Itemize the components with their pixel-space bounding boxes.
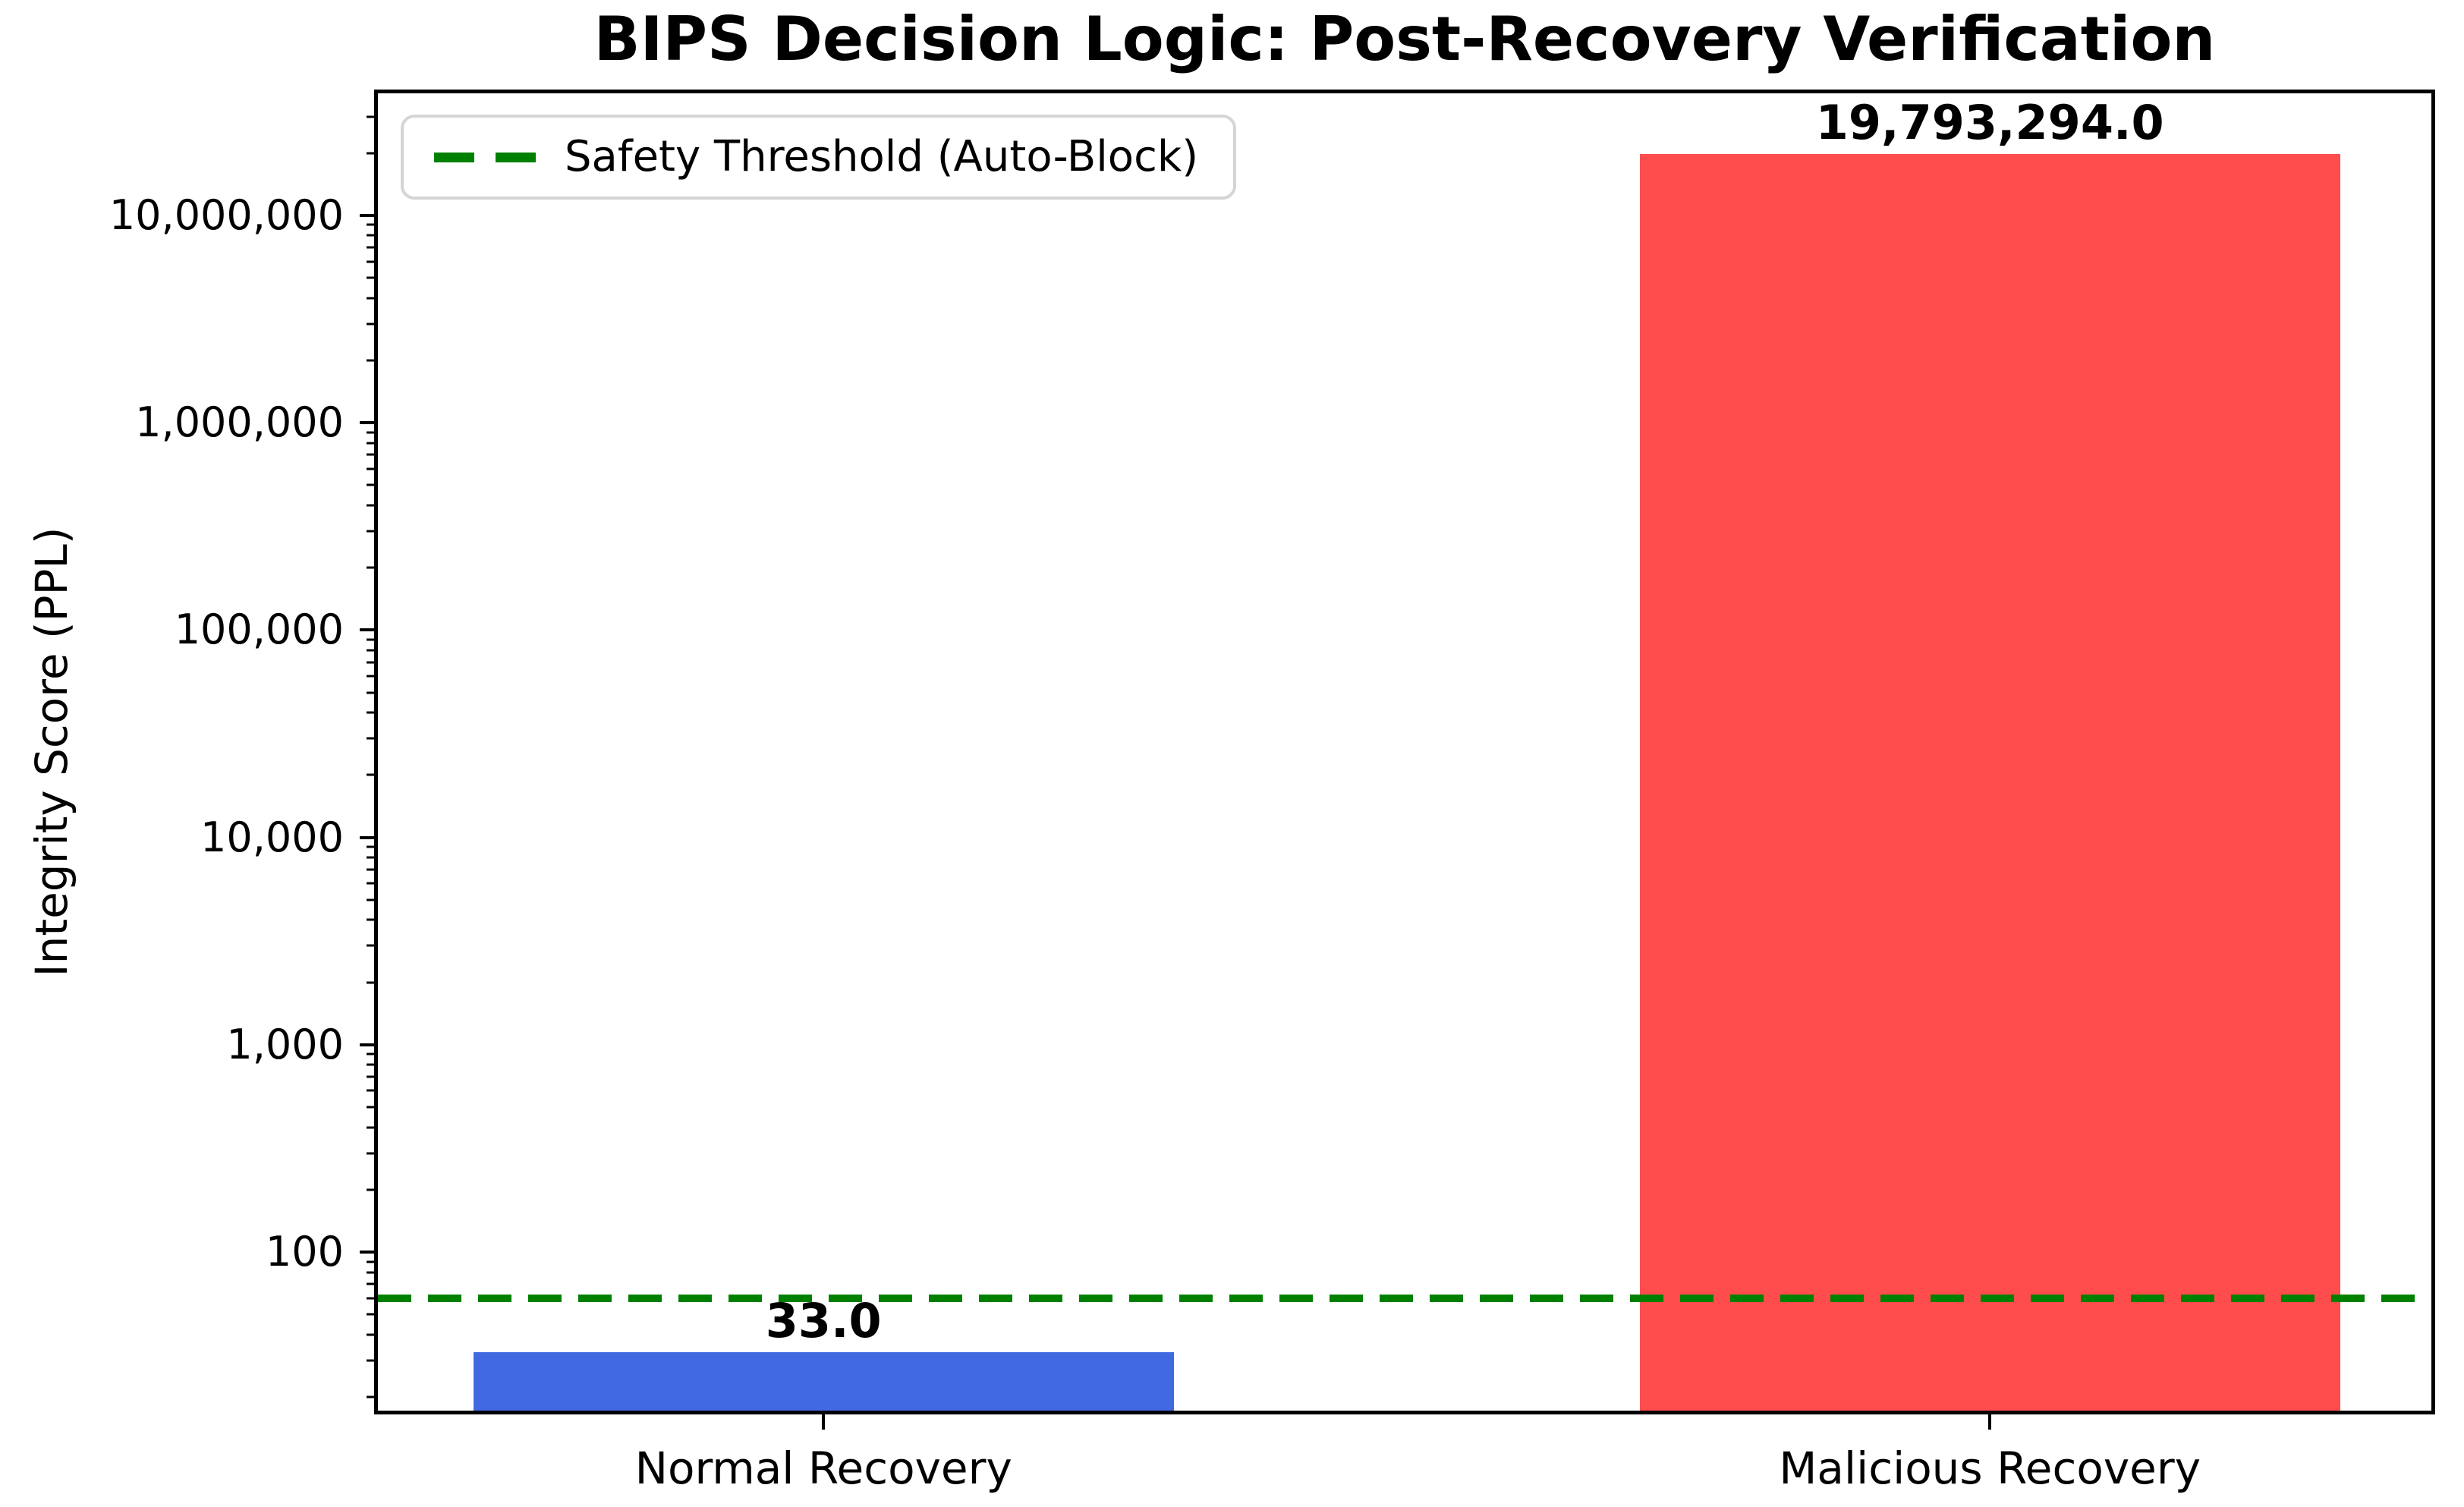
y-minor-tick-30000 (367, 737, 374, 740)
y-minor-tick-80 (367, 1271, 374, 1274)
y-minor-tick-90 (367, 1260, 374, 1263)
y-minor-tick-6000000 (367, 260, 374, 263)
y-tick-label-100000: 100,000 (174, 606, 344, 654)
y-minor-tick-800000 (367, 442, 374, 445)
y-minor-tick-900 (367, 1052, 374, 1056)
y-minor-tick-800 (367, 1063, 374, 1066)
y-minor-tick-4000000 (367, 297, 374, 300)
y-minor-tick-300000 (367, 530, 374, 533)
x-tick-normal-recovery (822, 1414, 826, 1430)
y-minor-tick-6000 (367, 882, 374, 885)
y-minor-tick-500000 (367, 483, 374, 486)
y-minor-tick-80000 (367, 649, 374, 652)
y-minor-tick-300 (367, 1152, 374, 1155)
y-minor-tick-500 (367, 1106, 374, 1109)
y-minor-tick-5000000 (367, 276, 374, 279)
y-minor-tick-600 (367, 1089, 374, 1092)
bar-value-label-malicious-recovery: 19,793,294.0 (1815, 94, 2164, 150)
y-minor-tick-7000000 (367, 246, 374, 249)
x-tick-label-normal-recovery: Normal Recovery (634, 1443, 1012, 1494)
y-minor-tick-900000 (367, 431, 374, 434)
y-major-tick-1000000 (360, 421, 374, 425)
y-major-tick-100000 (360, 628, 374, 632)
y-minor-tick-20000 (367, 773, 374, 776)
y-minor-tick-2000000 (367, 359, 374, 362)
bar-value-label-normal-recovery: 33.0 (765, 1292, 882, 1348)
x-tick-label-malicious-recovery: Malicious Recovery (1779, 1443, 2201, 1494)
y-minor-tick-50000 (367, 691, 374, 694)
bar-malicious-recovery (1639, 153, 2340, 1411)
y-minor-tick-20000000 (367, 152, 374, 155)
y-minor-tick-40000 (367, 711, 374, 714)
y-minor-tick-700 (367, 1075, 374, 1078)
y-minor-tick-3000000 (367, 322, 374, 326)
y-minor-tick-200000 (367, 566, 374, 569)
threshold-dashed-line (378, 1294, 2431, 1302)
y-tick-label-1000: 1,000 (226, 1020, 344, 1068)
y-minor-tick-400000 (367, 504, 374, 507)
y-major-tick-100 (360, 1251, 374, 1254)
y-minor-tick-700000 (367, 453, 374, 456)
y-major-tick-10000000 (360, 213, 374, 217)
legend-dashed-line-icon (434, 152, 536, 162)
y-minor-tick-30000000 (367, 115, 374, 118)
y-minor-tick-70000 (367, 661, 374, 664)
x-tick-malicious-recovery (1988, 1414, 1992, 1430)
y-tick-label-100: 100 (265, 1228, 344, 1276)
y-major-tick-10000 (360, 835, 374, 839)
y-minor-tick-3000 (367, 944, 374, 947)
y-minor-tick-200 (367, 1188, 374, 1191)
chart-title: BIPS Decision Logic: Post-Recovery Verif… (593, 4, 2216, 74)
y-minor-tick-400 (367, 1126, 374, 1129)
y-minor-tick-8000000 (367, 234, 374, 237)
y-minor-tick-60000 (367, 675, 374, 678)
y-minor-tick-50 (367, 1313, 374, 1316)
y-minor-tick-8000 (367, 856, 374, 859)
y-axis-title: Integrity Score (PPL) (26, 527, 77, 977)
y-minor-tick-60 (367, 1297, 374, 1300)
y-minor-tick-7000 (367, 868, 374, 871)
y-tick-label-10000: 10,000 (200, 813, 344, 861)
y-minor-tick-40 (367, 1333, 374, 1336)
y-minor-tick-4000 (367, 918, 374, 921)
y-minor-tick-30 (367, 1359, 374, 1362)
y-minor-tick-20 (367, 1395, 374, 1398)
bar-normal-recovery (473, 1351, 1174, 1411)
y-minor-tick-600000 (367, 467, 374, 470)
y-minor-tick-70 (367, 1282, 374, 1285)
plot-area: 100 1,000 10,000 100,000 1,000,000 10,000,000… (109, 90, 2435, 1494)
y-major-tick-1000 (360, 1043, 374, 1046)
legend-box: Safety Threshold (Auto-Block) (401, 115, 1237, 200)
y-tick-label-1000000: 1,000,000 (135, 398, 344, 447)
y-minor-tick-90000 (367, 638, 374, 641)
legend-label: Safety Threshold (Auto-Block) (565, 132, 1199, 181)
y-tick-label-10000000: 10,000,000 (109, 190, 344, 239)
y-minor-tick-9000000 (367, 223, 374, 226)
y-minor-tick-5000 (367, 898, 374, 901)
y-minor-tick-9000 (367, 845, 374, 848)
y-minor-tick-2000 (367, 981, 374, 984)
